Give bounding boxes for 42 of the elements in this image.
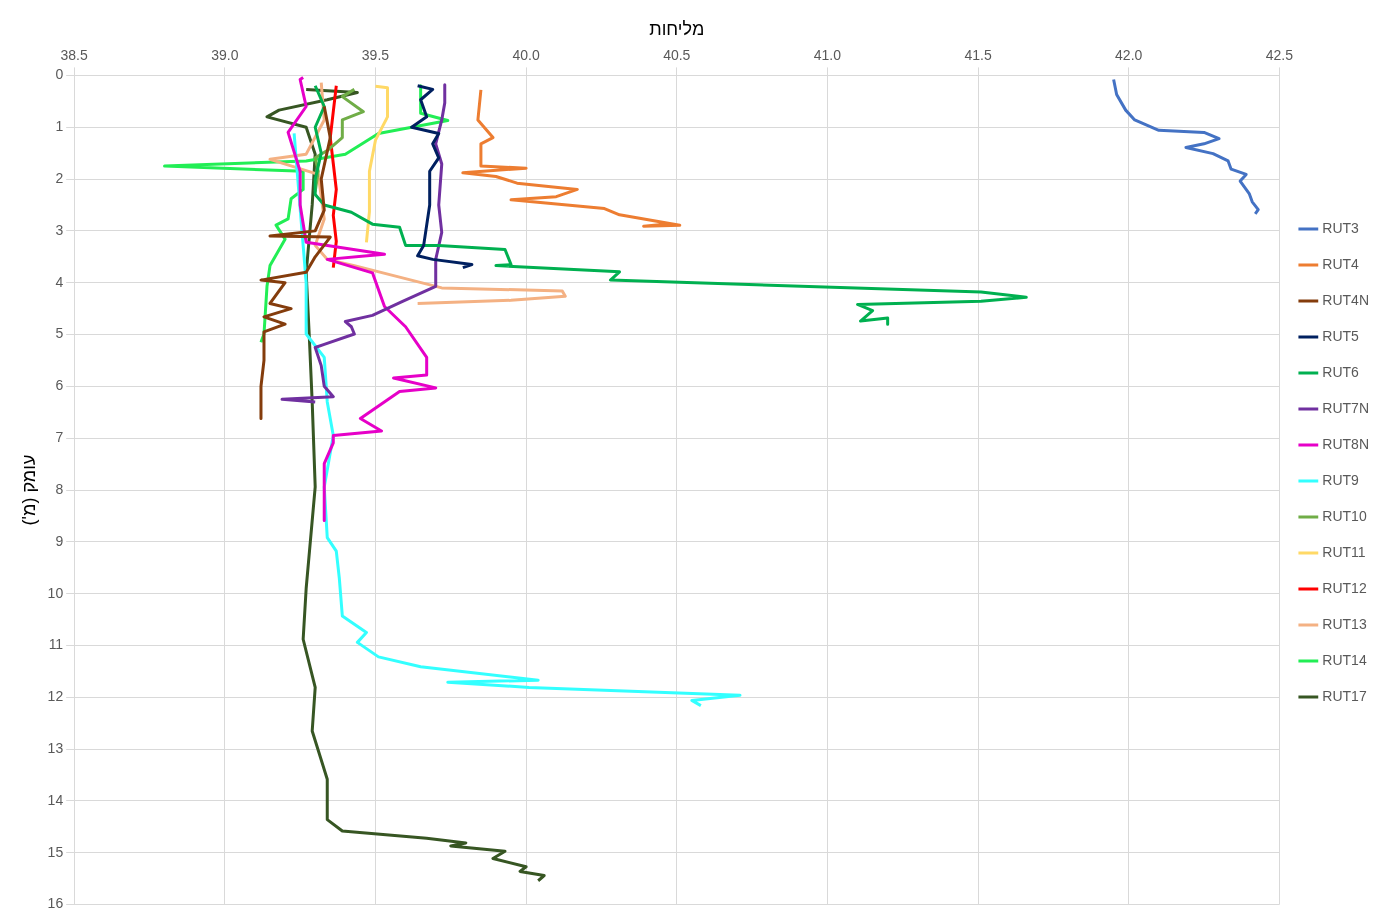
- y-tick-label: 10: [47, 584, 64, 601]
- y-tick-label: 8: [55, 480, 64, 497]
- legend-label: RUT7N: [1322, 399, 1369, 416]
- y-axis-title: עומק (מ'): [18, 454, 39, 526]
- legend-label: RUT13: [1322, 615, 1367, 632]
- y-tick-label: 5: [55, 325, 64, 342]
- legend-label: RUT4N: [1322, 291, 1369, 308]
- y-tick-label: 3: [55, 221, 64, 238]
- y-tick-label: 7: [55, 429, 64, 446]
- y-tick-label: 0: [55, 66, 64, 83]
- y-tick-label: 13: [47, 739, 64, 756]
- x-tick-label: 41.0: [813, 46, 842, 63]
- legend-label: RUT5: [1322, 327, 1360, 344]
- legend-label: RUT4: [1322, 255, 1360, 272]
- legend-label: RUT11: [1322, 543, 1366, 560]
- y-tick-label: 2: [55, 169, 64, 186]
- x-tick-label: 39.0: [211, 46, 239, 63]
- legend-label: RUT6: [1322, 363, 1360, 380]
- legend-label: RUT12: [1322, 579, 1367, 596]
- x-tick-label: 38.5: [60, 46, 89, 63]
- y-tick-label: 15: [47, 843, 64, 860]
- y-tick-label: 16: [47, 895, 64, 912]
- y-tick-label: 6: [55, 377, 64, 394]
- legend-label: RUT17: [1322, 687, 1367, 704]
- legend-label: RUT14: [1322, 651, 1367, 668]
- legend-label: RUT10: [1322, 507, 1367, 524]
- y-tick-label: 12: [47, 688, 64, 705]
- y-tick-label: 11: [48, 636, 64, 653]
- x-tick-label: 40.0: [512, 46, 540, 63]
- legend-label: RUT8N: [1322, 435, 1369, 452]
- y-tick-label: 4: [55, 273, 64, 290]
- x-tick-label: 40.5: [663, 46, 691, 63]
- legend-label: RUT9: [1322, 471, 1360, 488]
- legend-label: RUT3: [1322, 219, 1360, 236]
- x-axis-title: מליחות: [649, 18, 705, 39]
- x-tick-label: 42.0: [1115, 46, 1143, 63]
- y-tick-label: 14: [47, 791, 64, 808]
- x-tick-label: 42.5: [1265, 46, 1294, 63]
- x-tick-label: 39.5: [361, 46, 390, 63]
- x-tick-label: 41.5: [964, 46, 992, 63]
- y-tick-label: 1: [55, 118, 64, 135]
- y-tick-label: 9: [55, 532, 64, 549]
